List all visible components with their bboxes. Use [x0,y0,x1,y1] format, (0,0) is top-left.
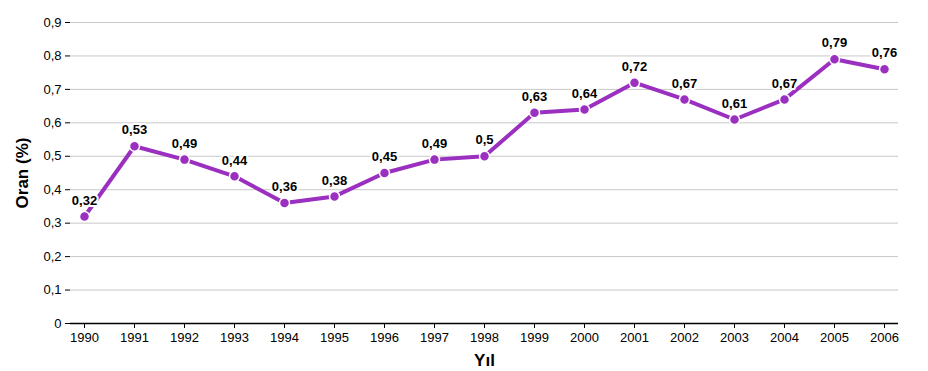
svg-text:0,7: 0,7 [43,82,61,97]
svg-text:0,1: 0,1 [43,282,61,297]
svg-text:2002: 2002 [670,330,699,345]
svg-text:1993: 1993 [220,330,249,345]
svg-text:0,64: 0,64 [572,86,598,101]
svg-text:0,49: 0,49 [172,136,197,151]
svg-text:0: 0 [54,316,61,331]
svg-text:1997: 1997 [420,330,449,345]
svg-text:2006: 2006 [870,330,899,345]
svg-text:0,6: 0,6 [43,115,61,130]
svg-text:1996: 1996 [370,330,399,345]
svg-text:0,44: 0,44 [222,153,248,168]
svg-text:0,32: 0,32 [72,193,97,208]
svg-text:2005: 2005 [820,330,849,345]
svg-text:2001: 2001 [620,330,649,345]
svg-text:0,67: 0,67 [772,76,797,91]
svg-text:0,45: 0,45 [372,149,397,164]
svg-text:0,49: 0,49 [422,136,447,151]
svg-text:0,79: 0,79 [822,35,847,50]
svg-text:0,67: 0,67 [672,76,697,91]
svg-text:0,53: 0,53 [122,122,147,137]
svg-text:0,63: 0,63 [522,89,547,104]
svg-text:Oran (%): Oran (%) [13,138,32,209]
svg-text:2003: 2003 [720,330,749,345]
svg-text:1995: 1995 [320,330,349,345]
svg-text:0,5: 0,5 [43,148,61,163]
svg-text:2004: 2004 [770,330,799,345]
svg-text:Yıl: Yıl [474,351,495,370]
svg-text:1992: 1992 [170,330,199,345]
svg-text:2000: 2000 [570,330,599,345]
svg-text:0,4: 0,4 [43,182,61,197]
svg-text:1998: 1998 [470,330,499,345]
svg-text:0,36: 0,36 [272,179,297,194]
svg-text:0,9: 0,9 [43,15,61,30]
svg-text:0,38: 0,38 [322,173,347,188]
svg-text:0,5: 0,5 [475,132,493,147]
svg-text:1999: 1999 [520,330,549,345]
svg-text:1990: 1990 [70,330,99,345]
svg-text:1991: 1991 [120,330,149,345]
svg-text:0,76: 0,76 [872,45,897,60]
svg-text:0,61: 0,61 [722,96,747,111]
svg-text:1994: 1994 [270,330,299,345]
svg-text:0,3: 0,3 [43,215,61,230]
svg-text:0,8: 0,8 [43,48,61,63]
svg-text:0,2: 0,2 [43,249,61,264]
svg-text:0,72: 0,72 [622,59,647,74]
